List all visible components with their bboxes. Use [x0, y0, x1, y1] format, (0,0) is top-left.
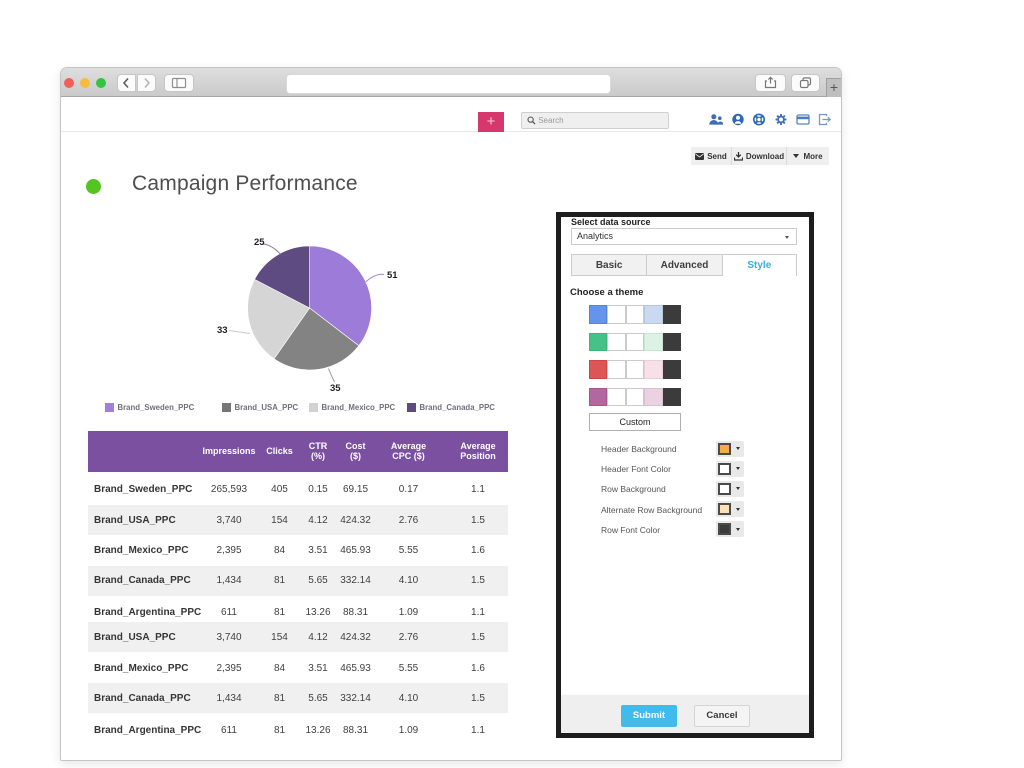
svg-text:25: 25 [254, 237, 265, 248]
svg-text:35: 35 [330, 383, 341, 394]
svg-text:33: 33 [217, 325, 228, 336]
svg-text:51: 51 [387, 270, 398, 281]
